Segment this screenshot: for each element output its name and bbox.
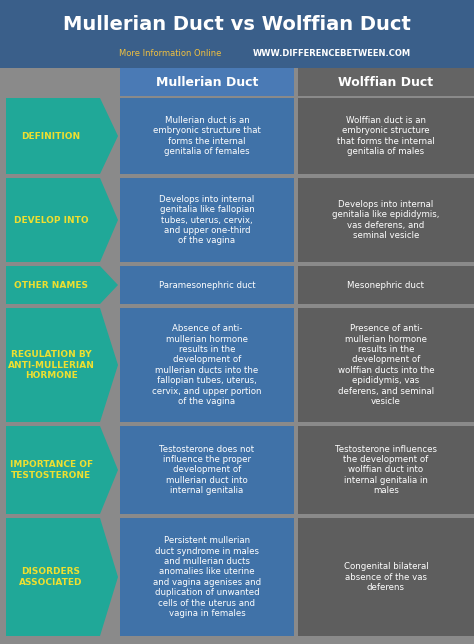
Text: Persistent mullerian
duct syndrome in males
and mullerian ducts
anomalies like u: Persistent mullerian duct syndrome in ma… [153,536,261,618]
FancyBboxPatch shape [0,0,474,68]
Polygon shape [6,426,118,514]
FancyBboxPatch shape [120,178,294,262]
Text: Mullerian Duct: Mullerian Duct [156,75,258,88]
Text: Wolffian Duct: Wolffian Duct [338,75,434,88]
Text: Absence of anti-
mullerian hormone
results in the
development of
mullerian ducts: Absence of anti- mullerian hormone resul… [152,324,262,406]
Polygon shape [6,308,118,422]
Polygon shape [6,266,118,304]
Text: DEVELOP INTO: DEVELOP INTO [14,216,89,225]
FancyBboxPatch shape [120,426,294,514]
FancyBboxPatch shape [298,98,474,174]
FancyBboxPatch shape [298,178,474,262]
Text: REGULATION BY
ANTI-MULLERIAN
HORMONE: REGULATION BY ANTI-MULLERIAN HORMONE [8,350,94,380]
Text: More Information Online: More Information Online [119,48,222,57]
Text: Mullerian duct is an
embryonic structure that
forms the internal
genitalia of fe: Mullerian duct is an embryonic structure… [153,116,261,156]
FancyBboxPatch shape [120,68,294,96]
Text: Congenital bilateral
absence of the vas
deferens: Congenital bilateral absence of the vas … [344,562,428,592]
Polygon shape [6,178,118,262]
FancyBboxPatch shape [120,98,294,174]
Text: DEFINITION: DEFINITION [21,131,81,140]
FancyBboxPatch shape [298,426,474,514]
Text: OTHER NAMES: OTHER NAMES [14,281,88,290]
Text: Mesonephric duct: Mesonephric duct [347,281,425,290]
FancyBboxPatch shape [298,518,474,636]
Text: Wolffian duct is an
embryonic structure
that forms the internal
genitalia of mal: Wolffian duct is an embryonic structure … [337,116,435,156]
FancyBboxPatch shape [298,68,474,96]
FancyBboxPatch shape [298,266,474,304]
FancyBboxPatch shape [120,518,294,636]
FancyBboxPatch shape [120,266,294,304]
Text: Mullerian Duct vs Wolffian Duct: Mullerian Duct vs Wolffian Duct [63,15,411,34]
Text: Testosterone influences
the development of
wolffian duct into
internal genitalia: Testosterone influences the development … [335,445,437,495]
Text: Presence of anti-
mullerian hormone
results in the
development of
wolffian ducts: Presence of anti- mullerian hormone resu… [337,324,434,406]
Polygon shape [6,98,118,174]
FancyBboxPatch shape [120,308,294,422]
Text: Develops into internal
genitalia like fallopian
tubes, uterus, cervix,
and upper: Develops into internal genitalia like fa… [159,194,255,245]
Text: WWW.DIFFERENCEBETWEEN.COM: WWW.DIFFERENCEBETWEEN.COM [253,48,411,57]
Text: IMPORTANCE OF
TESTOSTERONE: IMPORTANCE OF TESTOSTERONE [9,460,93,480]
Text: Paramesonephric duct: Paramesonephric duct [159,281,255,290]
Polygon shape [6,518,118,636]
FancyBboxPatch shape [298,308,474,422]
Text: Testosterone does not
influence the proper
development of
mullerian duct into
in: Testosterone does not influence the prop… [159,445,255,495]
Text: DISORDERS
ASSOCIATED: DISORDERS ASSOCIATED [19,567,83,587]
Text: Develops into internal
genitalia like epididymis,
vas deferens, and
seminal vesi: Develops into internal genitalia like ep… [332,200,440,240]
